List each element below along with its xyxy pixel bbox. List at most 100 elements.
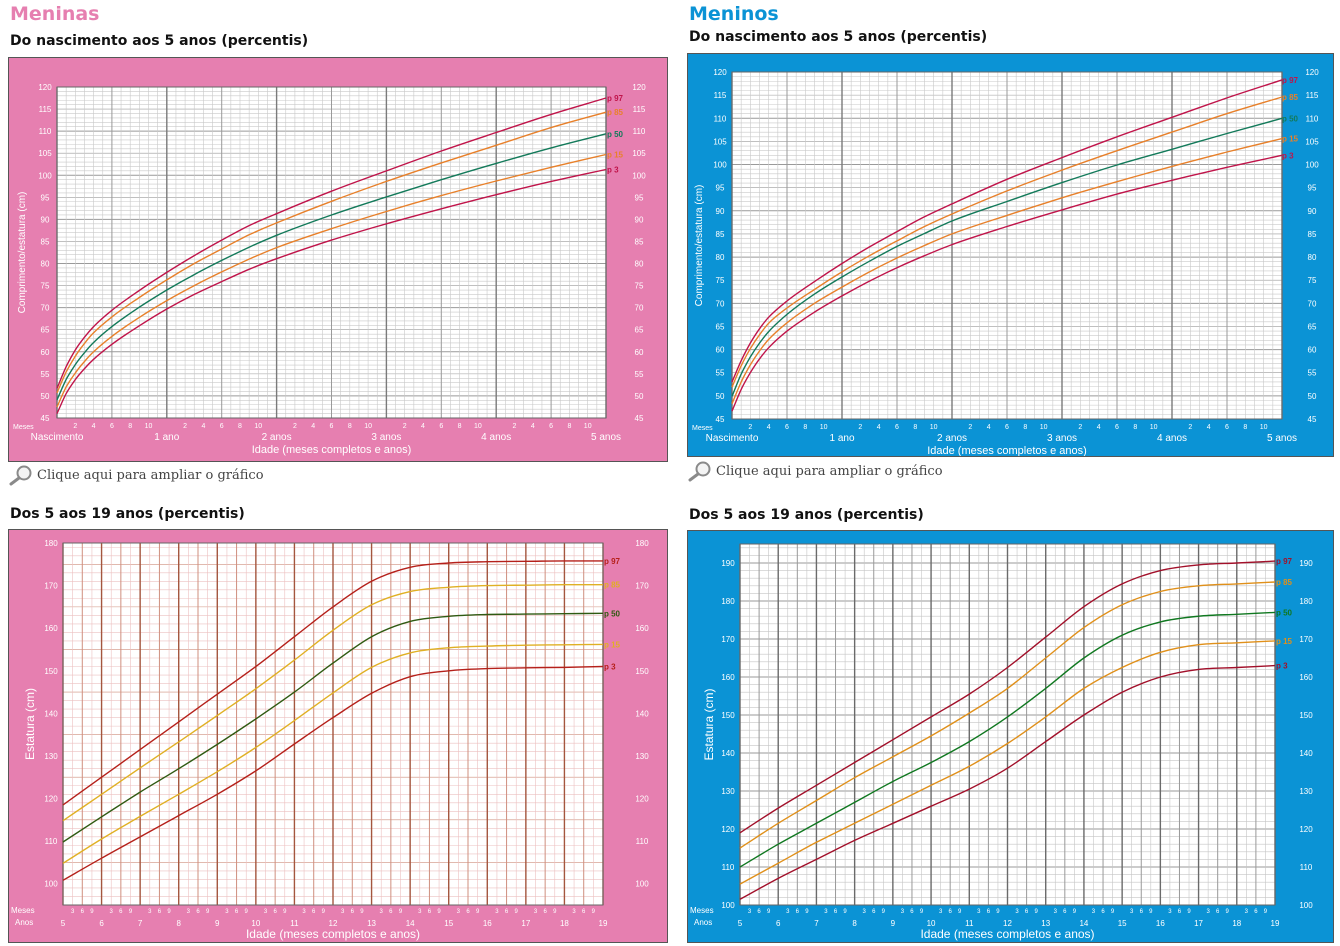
year-tick-label: 8 bbox=[852, 919, 857, 928]
month-tick-label: 8 bbox=[1243, 424, 1247, 431]
boys-child-chart[interactable]: 100 100 110 110 120 120 130 130 140 140 150 150 160 1… bbox=[687, 530, 1334, 943]
series-label: p 50 bbox=[1282, 114, 1299, 123]
month-tick-label: 3 bbox=[71, 909, 75, 915]
boys-child-chart-svg: 100 100 110 110 120 120 130 130 140 140 150 150 160 1… bbox=[688, 531, 1333, 942]
y-tick-label-left: 130 bbox=[721, 787, 735, 796]
y-tick-label-right: 130 bbox=[1299, 787, 1313, 796]
year-tick-label: 16 bbox=[1156, 919, 1165, 928]
year-tick-label: 16 bbox=[483, 919, 492, 928]
month-tick-label: 3 bbox=[1054, 909, 1058, 915]
boys-infant-chart[interactable]: 45 45 50 50 55 55 60 60 65 65 70 70 75 75 80 80 85 85 90 90… bbox=[687, 53, 1334, 457]
month-tick-label: 6 bbox=[549, 423, 553, 430]
year-tick-label: 3 anos bbox=[371, 432, 401, 443]
boys-enlarge-link-label: Clique aqui para ampliar o gráfico bbox=[716, 463, 943, 479]
series-label: p 3 bbox=[1282, 151, 1294, 160]
months-label: Meses bbox=[692, 425, 713, 432]
month-tick-label: 6 bbox=[1025, 909, 1029, 915]
month-tick-label: 6 bbox=[235, 909, 239, 915]
month-tick-label: 9 bbox=[283, 909, 287, 915]
month-tick-label: 6 bbox=[389, 909, 393, 915]
month-tick-label: 10 bbox=[1260, 424, 1268, 431]
boys-enlarge-link[interactable]: Clique aqui para ampliar o gráfico bbox=[687, 460, 943, 482]
month-tick-label: 8 bbox=[1023, 424, 1027, 431]
y-tick-label-left: 150 bbox=[721, 711, 735, 720]
series-label: p 97 bbox=[1276, 557, 1293, 566]
month-tick-label: 3 bbox=[1206, 909, 1210, 915]
series-label: p 50 bbox=[607, 130, 624, 139]
y-axis-title: Estatura (cm) bbox=[23, 688, 37, 760]
year-tick-label: 4 anos bbox=[481, 432, 511, 443]
y-tick-label-right: 45 bbox=[1308, 415, 1317, 424]
month-tick-label: 2 bbox=[183, 423, 187, 430]
girls-enlarge-link[interactable]: Clique aqui para ampliar o gráfico bbox=[8, 464, 264, 486]
girls-infant-chart[interactable]: 45 45 50 50 55 55 60 60 65 65 70 70 75 75 80 80 85 85 90 90… bbox=[8, 57, 668, 462]
series-line bbox=[56, 111, 607, 394]
series-label: p 97 bbox=[604, 557, 621, 566]
y-tick-label-right: 45 bbox=[635, 414, 644, 423]
y-tick-label-left: 115 bbox=[39, 105, 52, 114]
x-axis-title: Idade (meses completos e anos) bbox=[927, 445, 1087, 456]
y-tick-label-left: 180 bbox=[721, 597, 735, 606]
month-tick-label: 9 bbox=[1034, 909, 1038, 915]
month-tick-label: 3 bbox=[264, 909, 268, 915]
month-tick-label: 4 bbox=[311, 423, 315, 430]
y-tick-label-left: 140 bbox=[44, 709, 58, 718]
month-tick-label: 9 bbox=[129, 909, 133, 915]
magnifier-icon bbox=[688, 461, 711, 482]
y-tick-label-right: 50 bbox=[635, 392, 644, 401]
y-tick-label-left: 190 bbox=[721, 559, 735, 568]
month-tick-label: 9 bbox=[1149, 909, 1153, 915]
girls-child-subtitle: Dos 5 aos 19 anos (percentis) bbox=[10, 506, 245, 522]
series-label: p 15 bbox=[1276, 637, 1293, 646]
year-tick-label: 15 bbox=[444, 919, 453, 928]
y-tick-label-right: 115 bbox=[633, 105, 646, 114]
magnifier-icon bbox=[9, 465, 32, 486]
month-tick-label: 2 bbox=[403, 423, 407, 430]
plot-border bbox=[739, 543, 1276, 906]
month-tick-label: 9 bbox=[592, 909, 596, 915]
month-tick-label: 6 bbox=[1101, 909, 1105, 915]
y-tick-label-right: 75 bbox=[635, 282, 644, 291]
month-tick-label: 10 bbox=[930, 424, 938, 431]
month-tick-label: 4 bbox=[1207, 424, 1211, 431]
month-tick-label: 8 bbox=[458, 423, 462, 430]
girls-infant-chart-svg: 45 45 50 50 55 55 60 60 65 65 70 70 75 75 80 80 85 85 90 90… bbox=[9, 58, 667, 461]
month-tick-label: 3 bbox=[901, 909, 905, 915]
y-tick-label-right: 130 bbox=[635, 752, 649, 761]
y-tick-label-left: 160 bbox=[721, 673, 735, 682]
month-tick-label: 6 bbox=[428, 909, 432, 915]
year-tick-label: 5 bbox=[738, 919, 743, 928]
y-tick-label-left: 75 bbox=[716, 276, 725, 285]
month-tick-label: 8 bbox=[567, 423, 571, 430]
month-tick-label: 6 bbox=[1063, 909, 1067, 915]
month-tick-label: 3 bbox=[148, 909, 152, 915]
month-tick-label: 9 bbox=[882, 909, 886, 915]
girls-child-chart[interactable]: 100 100 110 110 120 120 130 130 140 140 150 150 160 1… bbox=[8, 529, 668, 943]
year-tick-label: 5 anos bbox=[591, 432, 621, 443]
month-tick-label: 6 bbox=[872, 909, 876, 915]
series-line bbox=[731, 154, 1283, 412]
y-tick-label-left: 110 bbox=[39, 127, 52, 136]
month-tick-label: 6 bbox=[119, 909, 123, 915]
year-tick-label: 9 bbox=[215, 919, 220, 928]
y-tick-label-right: 150 bbox=[1299, 711, 1313, 720]
series-line bbox=[56, 97, 607, 389]
y-tick-label-left: 90 bbox=[716, 207, 725, 216]
y-tick-label-right: 120 bbox=[1305, 68, 1319, 77]
y-tick-label-left: 50 bbox=[41, 392, 50, 401]
month-tick-label: 10 bbox=[145, 423, 153, 430]
y-tick-label-left: 180 bbox=[44, 539, 58, 548]
series-line bbox=[62, 643, 604, 864]
month-tick-label: 6 bbox=[1216, 909, 1220, 915]
y-tick-label-left: 170 bbox=[721, 635, 735, 644]
month-tick-label: 6 bbox=[910, 909, 914, 915]
month-tick-label: 3 bbox=[786, 909, 790, 915]
y-tick-label-left: 80 bbox=[41, 260, 50, 269]
year-tick-label: 9 bbox=[891, 919, 896, 928]
series-label: p 85 bbox=[607, 108, 624, 117]
month-tick-label: 8 bbox=[238, 423, 242, 430]
series-label: p 85 bbox=[604, 581, 621, 590]
month-tick-label: 2 bbox=[748, 424, 752, 431]
month-tick-label: 4 bbox=[877, 424, 881, 431]
month-tick-label: 4 bbox=[1097, 424, 1101, 431]
